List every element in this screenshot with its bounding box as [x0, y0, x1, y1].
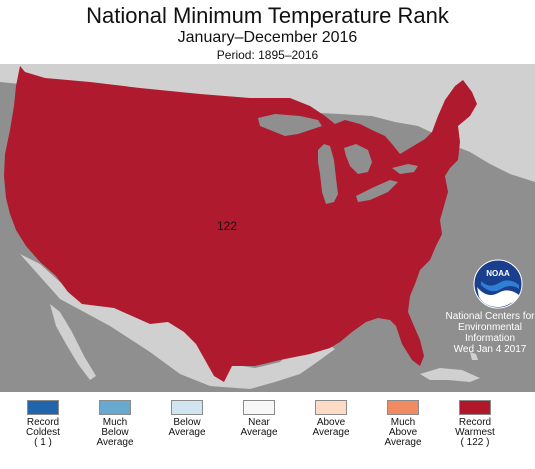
legend-label-line: Above: [388, 427, 418, 438]
legend-label-line: Record: [26, 417, 60, 428]
map-subtitle: January–December 2016: [177, 29, 358, 46]
legend-label-line: Much: [390, 417, 416, 428]
credit-block: National Centers for Environmental Infor…: [445, 311, 535, 355]
map-header: National Minimum Temperature Rank Januar…: [0, 0, 535, 64]
legend-label: Record Warmest ( 122 ): [439, 418, 511, 448]
legend-item-above: Above Average: [295, 400, 367, 438]
legend: Record Coldest ( 1 ) Much Below Average …: [0, 392, 535, 469]
lake-superior: [258, 114, 322, 136]
map-title: National Minimum Temperature Rank: [86, 3, 449, 28]
legend-label-line: Warmest: [455, 427, 495, 438]
contiguous-us-region: [4, 66, 477, 382]
legend-label: Above Average: [295, 418, 367, 438]
legend-label-line: Near: [248, 417, 270, 428]
legend-label-line: Below: [173, 417, 201, 428]
rank-value-label: 122: [217, 219, 238, 233]
lake-erie: [356, 180, 398, 202]
legend-item-much-below: Much Below Average: [79, 400, 151, 448]
legend-label-line: Above: [316, 417, 346, 428]
legend-swatch: [99, 400, 131, 415]
legend-item-near: Near Average: [223, 400, 295, 438]
bahamas-land: [470, 352, 478, 360]
legend-label-line: Average: [312, 427, 350, 438]
legend-label-line: Average: [96, 437, 134, 448]
legend-label-line: Average: [240, 427, 278, 438]
cuba-land: [420, 368, 480, 382]
legend-label-line: Below: [101, 427, 129, 438]
legend-item-below: Below Average: [151, 400, 223, 438]
legend-label-line: Average: [384, 437, 422, 448]
legend-swatch: [387, 400, 419, 415]
legend-item-much-above: Much Above Average: [367, 400, 439, 448]
legend-item-record-coldest: Record Coldest ( 1 ): [7, 400, 79, 448]
legend-swatch: [171, 400, 203, 415]
baja-land: [50, 304, 96, 380]
legend-swatch: [243, 400, 275, 415]
map-canvas: [0, 64, 535, 392]
legend-swatch: [459, 400, 491, 415]
legend-swatch: [315, 400, 347, 415]
lake-huron: [344, 144, 372, 174]
legend-label: Record Coldest ( 1 ): [7, 418, 79, 448]
lake-michigan: [318, 144, 338, 204]
legend-label-line: Average: [168, 427, 206, 438]
legend-item-record-warmest: Record Warmest ( 122 ): [439, 400, 511, 448]
noaa-logo-graphic: NOAA: [473, 259, 523, 309]
credit-org-line-3: Information: [464, 333, 516, 344]
legend-swatch: [27, 400, 59, 415]
us-map: [0, 64, 535, 392]
legend-label-line: ( 1 ): [34, 437, 52, 448]
noaa-logo-text: NOAA: [486, 269, 510, 278]
credit-org-line-2: Environmental: [458, 322, 522, 333]
legend-label: Below Average: [151, 418, 223, 438]
legend-label: Near Average: [223, 418, 295, 438]
credit-date: Wed Jan 4 2017: [453, 344, 527, 355]
legend-label-line: Coldest: [26, 427, 60, 438]
legend-label: Much Above Average: [367, 418, 439, 448]
credit-org-line-1: National Centers for: [445, 311, 535, 322]
period-label: Period: 1895–2016: [216, 48, 319, 62]
legend-label: Much Below Average: [79, 418, 151, 448]
noaa-logo: NOAA: [473, 259, 523, 309]
legend-label-line: Record: [458, 417, 492, 428]
legend-label-line: ( 122 ): [460, 437, 490, 448]
lake-ontario: [392, 164, 418, 174]
legend-label-line: Much: [102, 417, 128, 428]
